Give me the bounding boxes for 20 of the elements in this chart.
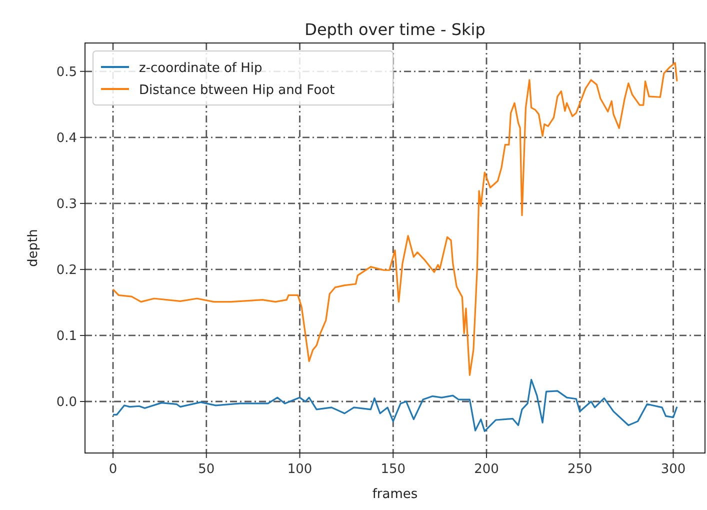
line-series <box>112 378 678 432</box>
x-tick-label: 200 <box>474 462 499 477</box>
x-tick-label: 100 <box>287 462 312 477</box>
legend-label: z-coordinate of Hip <box>139 61 262 76</box>
y-tick-label: 0.5 <box>56 64 77 80</box>
y-tick-label: 0.2 <box>56 262 77 278</box>
y-tick-label: 0.4 <box>56 130 77 146</box>
y-tick-label: 0.0 <box>56 395 77 410</box>
y-tick-label: 0.3 <box>56 196 77 212</box>
y-tick-label: 0.1 <box>56 328 77 344</box>
legend-label: Distance btween Hip and Foot <box>139 83 335 98</box>
chart-title: Depth over time - Skip <box>304 20 486 39</box>
x-tick-label: 50 <box>198 462 215 477</box>
x-tick-label: 150 <box>380 462 406 477</box>
x-axis-title: frames <box>372 487 418 502</box>
y-axis-title: depth <box>26 229 41 267</box>
x-tick-label: 250 <box>567 462 592 477</box>
line-series <box>112 62 678 376</box>
x-tick-label: 0 <box>108 462 118 477</box>
x-tick-label: 300 <box>660 462 686 477</box>
